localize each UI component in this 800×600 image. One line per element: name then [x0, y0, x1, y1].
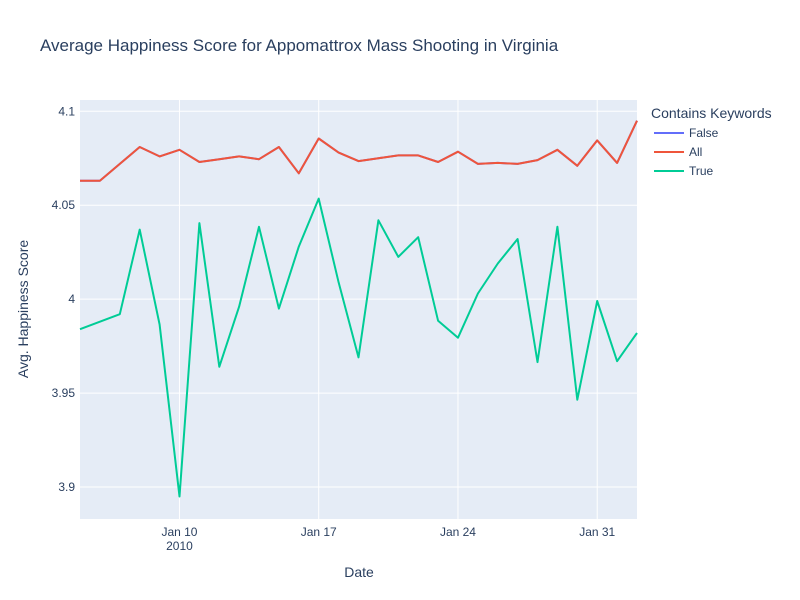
legend-item-all[interactable]: All [654, 145, 702, 159]
series-lines [79, 120, 638, 498]
legend-label: False [689, 126, 719, 140]
legend-item-false[interactable]: False [654, 126, 719, 140]
legend-title: Contains Keywords [651, 105, 772, 121]
chart-title: Average Happiness Score for Appomattrox … [40, 36, 559, 55]
legend-item-true[interactable]: True [654, 164, 714, 178]
legend-label: All [689, 145, 702, 159]
y-tick-label: 4.1 [58, 104, 75, 118]
x-tick-label: Jan 17 [301, 525, 337, 539]
legend-label: True [689, 164, 714, 178]
y-axis-ticks: 3.9 3.95 4 4.05 4.1 [52, 104, 76, 494]
plot-area [80, 100, 637, 519]
x-axis-title: Date [344, 564, 374, 580]
x-tick-sublabel: 2010 [166, 539, 193, 553]
legend[interactable]: Contains Keywords False All True [651, 105, 772, 178]
x-tick-label: Jan 31 [579, 525, 615, 539]
series-line-all [80, 120, 638, 182]
series-line-true [79, 197, 638, 498]
y-axis-title: Avg. Happiness Score [15, 240, 31, 378]
x-tick-label: Jan 24 [440, 525, 476, 539]
y-tick-label: 3.9 [58, 480, 75, 494]
grid-lines [80, 100, 637, 519]
x-tick-label: Jan 10 [161, 525, 197, 539]
y-tick-label: 4.05 [52, 198, 76, 212]
y-tick-label: 3.95 [52, 386, 76, 400]
y-tick-label: 4 [68, 292, 75, 306]
